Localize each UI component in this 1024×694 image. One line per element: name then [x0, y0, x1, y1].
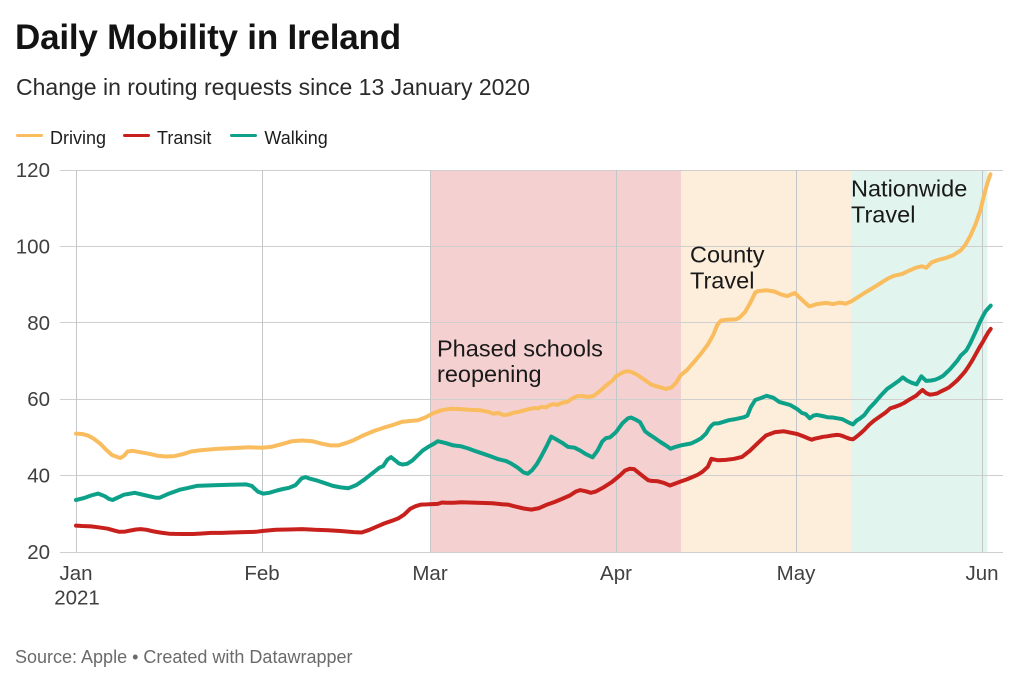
svg-text:Feb: Feb [244, 562, 279, 585]
svg-text:100: 100 [16, 235, 50, 258]
svg-text:Mar: Mar [412, 562, 447, 585]
svg-text:Phased schools: Phased schools [437, 336, 603, 362]
svg-text:Jan: Jan [59, 562, 92, 585]
svg-text:Jun: Jun [965, 562, 998, 585]
svg-text:County: County [690, 242, 765, 268]
svg-text:60: 60 [27, 388, 50, 411]
svg-text:80: 80 [27, 312, 50, 335]
svg-text:May: May [777, 562, 816, 585]
svg-text:Travel: Travel [851, 202, 915, 228]
svg-text:reopening: reopening [437, 361, 542, 387]
svg-text:2021: 2021 [54, 587, 100, 610]
svg-text:20: 20 [27, 541, 50, 564]
svg-text:Apr: Apr [600, 562, 632, 585]
svg-text:Nationwide: Nationwide [851, 176, 967, 202]
svg-text:40: 40 [27, 465, 50, 488]
svg-text:120: 120 [16, 159, 50, 182]
svg-text:Travel: Travel [690, 268, 754, 294]
